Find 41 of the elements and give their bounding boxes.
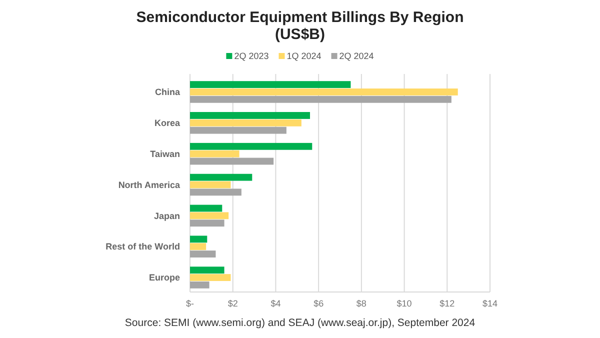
bar xyxy=(190,274,231,281)
bar xyxy=(190,88,458,96)
bar xyxy=(190,250,216,258)
bar xyxy=(190,119,302,126)
legend-label: 2Q 2024 xyxy=(339,51,374,61)
bar xyxy=(190,112,310,119)
y-tick-label: China xyxy=(154,87,181,98)
y-tick-label: Japan xyxy=(154,210,180,221)
bar xyxy=(190,181,231,188)
bar xyxy=(190,281,210,288)
bar xyxy=(190,142,312,150)
x-tick-label: $10 xyxy=(396,298,412,308)
bar xyxy=(190,220,224,227)
bar xyxy=(190,150,240,158)
x-tick-label: $8 xyxy=(356,298,366,308)
bar xyxy=(190,96,452,103)
x-tick-label: $2 xyxy=(228,298,238,308)
bar xyxy=(190,188,242,196)
source-note: Source: SEMI (www.semi.org) and SEAJ (www.seaj.or.jp), September 2024 xyxy=(124,317,476,329)
x-tick-label: $14 xyxy=(482,298,498,308)
bar xyxy=(190,236,208,243)
legend-label: 2Q 2023 xyxy=(234,51,269,61)
x-tick-label: $12 xyxy=(440,298,455,308)
bar xyxy=(190,212,229,220)
bar xyxy=(190,204,222,212)
bar xyxy=(190,174,252,181)
bar xyxy=(190,81,351,88)
y-tick-label: Korea xyxy=(154,118,181,128)
bar xyxy=(190,266,224,274)
bar xyxy=(190,126,286,134)
y-tick-label: Rest of the World xyxy=(106,242,180,252)
x-tick-label: $6 xyxy=(314,298,324,308)
legend-label: 1Q 2024 xyxy=(286,51,322,61)
bar xyxy=(190,158,274,165)
x-tick-label: $- xyxy=(186,298,194,308)
y-tick-label: North America xyxy=(118,180,181,190)
x-tick-label: $4 xyxy=(270,298,281,308)
bar xyxy=(190,243,206,250)
y-tick-label: Taiwan xyxy=(150,148,180,159)
y-tick-label: Europe xyxy=(148,272,180,283)
chart-title: Semiconductor Equipment Billings By Region (US$B) xyxy=(136,9,464,43)
